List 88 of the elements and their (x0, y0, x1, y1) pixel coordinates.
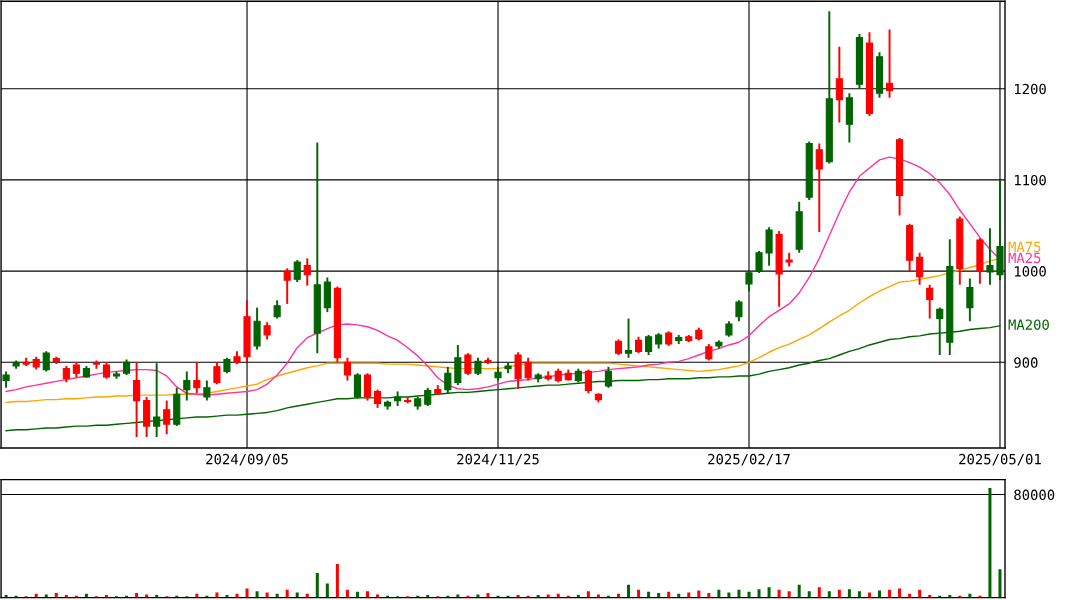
bar (757, 589, 761, 598)
bar (867, 592, 871, 598)
candlestick (624, 317, 633, 359)
candlestick (604, 365, 613, 389)
candlestick (133, 361, 141, 439)
bar (265, 592, 269, 598)
bar (215, 592, 219, 598)
bar (44, 594, 48, 598)
candlestick (966, 277, 974, 323)
candlestick (745, 270, 753, 293)
candlestick (444, 365, 452, 395)
bar (847, 589, 851, 598)
candlestick (193, 361, 201, 395)
bar (586, 591, 590, 598)
bar (998, 569, 1002, 598)
candlestick (735, 299, 743, 323)
y-tick-label: 1100 (1015, 174, 1046, 186)
bar (807, 591, 811, 598)
bar (797, 584, 801, 598)
x-tick-label: 2025/02/17 (708, 453, 790, 466)
candlestick (283, 267, 291, 305)
bar (345, 589, 349, 598)
x-tick-label: 2024/11/25 (457, 453, 539, 466)
candlestick (645, 333, 653, 356)
bar (747, 591, 751, 598)
bar (325, 583, 329, 598)
bar (145, 594, 149, 598)
candlestick (163, 399, 171, 436)
bar (627, 584, 631, 598)
bar (315, 573, 319, 598)
candlestick (42, 350, 50, 373)
series-label: MA25 (1008, 252, 1041, 264)
bar (637, 589, 641, 598)
bar (596, 594, 600, 598)
bar (888, 589, 892, 598)
bar (687, 592, 691, 598)
bar (255, 591, 259, 598)
bar (827, 591, 831, 598)
y-tick-label: 80000 (1014, 489, 1055, 501)
y-tick-label: 1200 (1015, 83, 1046, 95)
series-label: MA75 (1008, 241, 1041, 253)
bar (787, 591, 791, 598)
series-label: MA200 (1008, 319, 1049, 330)
bar (737, 589, 741, 598)
bar (918, 589, 922, 598)
candlestick (293, 259, 301, 284)
candlestick (203, 379, 211, 402)
y-tick-label: 1000 (1015, 266, 1046, 277)
candlestick (363, 372, 372, 402)
bar (717, 589, 721, 598)
candlestick (986, 227, 994, 286)
candlestick (926, 283, 934, 320)
bar (837, 589, 841, 598)
x-tick-label: 2025/05/01 (959, 453, 1041, 466)
bar (476, 594, 480, 598)
candlestick (303, 257, 311, 287)
bar (817, 587, 821, 598)
y-tick-label: 900 (1014, 357, 1038, 368)
candlestick (885, 28, 894, 99)
candlestick (213, 361, 221, 386)
bar (285, 589, 289, 598)
candlestick (835, 45, 843, 124)
candlestick (183, 370, 191, 402)
candlestick (464, 352, 472, 377)
candlestick (424, 386, 432, 408)
bar (456, 594, 460, 598)
candlestick (524, 356, 532, 382)
candlestick (353, 372, 362, 400)
bar (767, 587, 771, 598)
bar (988, 488, 992, 598)
candlestick (755, 250, 763, 274)
candlestick (584, 368, 592, 395)
bar (546, 594, 550, 598)
candlestick (916, 251, 924, 286)
bar (376, 594, 380, 598)
candlestick (343, 356, 351, 382)
bar (335, 564, 339, 598)
bar (295, 592, 299, 598)
candlestick (273, 299, 281, 320)
candlestick (514, 351, 522, 390)
bar (727, 592, 731, 598)
bar (777, 589, 781, 598)
candlestick (765, 226, 773, 267)
bar (857, 591, 861, 598)
bar (366, 591, 370, 598)
candlestick (373, 388, 382, 409)
candlestick (815, 142, 823, 233)
x-tick-label: 2024/09/05 (206, 453, 288, 466)
